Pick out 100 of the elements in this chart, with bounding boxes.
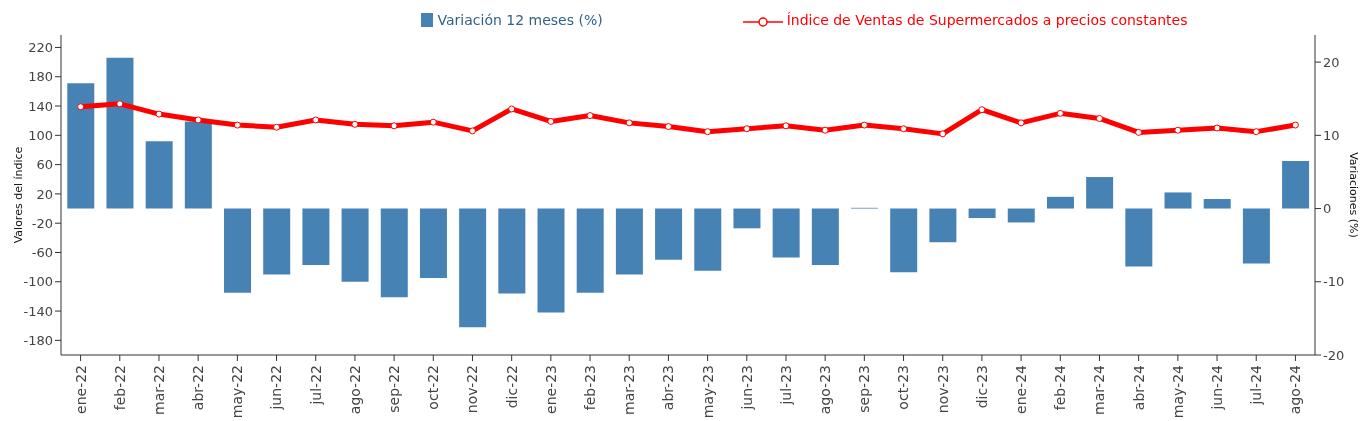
x-tick-label: dic-22 [503, 365, 520, 409]
legend-label: Variación 12 meses (%) [436, 12, 603, 28]
x-tick-label: oct-22 [425, 365, 442, 410]
y-tick-label: -60 [31, 245, 53, 261]
bar [106, 57, 134, 209]
x-tick-label: ago-23 [817, 365, 834, 415]
bar [576, 208, 604, 293]
x-tick-label: nov-22 [464, 365, 481, 414]
y-tick-label: 20 [36, 186, 53, 202]
x-tick-label: mar-22 [150, 365, 167, 415]
y-tick-label: 220 [28, 40, 53, 56]
point [351, 120, 359, 128]
x-tick-label: mar-23 [621, 365, 638, 415]
y-tick-label: 100 [28, 127, 53, 143]
x-tick-label: may-23 [699, 365, 716, 419]
x-tick-label: dic-23 [973, 365, 990, 409]
point [155, 110, 163, 118]
bar [929, 208, 957, 243]
x-tick-label: oct-23 [895, 365, 912, 410]
y2-tick-label: -10 [1323, 274, 1345, 290]
x-tick-label: sep-23 [856, 365, 873, 413]
point [390, 122, 398, 130]
y-tick-label: 140 [28, 98, 53, 114]
x-tick-label: ago-24 [1287, 364, 1304, 415]
x-tick-label: ene-23 [542, 365, 559, 414]
bar [811, 208, 839, 265]
bar [1242, 208, 1270, 264]
point [1095, 114, 1103, 122]
point [1291, 121, 1299, 129]
bar [341, 208, 369, 282]
point [978, 106, 986, 114]
x-tick-label: ene-22 [72, 365, 89, 414]
x-tick-label: jul-23 [777, 365, 794, 406]
x-tick-label: mar-24 [1091, 364, 1108, 415]
x-tick-label: feb-23 [581, 365, 598, 411]
point [900, 125, 908, 133]
x-tick-label: abr-23 [660, 365, 677, 411]
bar [890, 208, 918, 273]
x-tick-label: ene-24 [1013, 364, 1030, 414]
bar [733, 208, 761, 229]
bar [1086, 177, 1114, 209]
point [586, 112, 594, 120]
x-tick-label: abr-24 [1130, 364, 1147, 411]
bar [655, 208, 683, 260]
y-tick-label: 60 [36, 157, 53, 173]
y-tick-label: -180 [23, 332, 53, 348]
point [704, 128, 712, 136]
point [312, 116, 320, 124]
y2-tick-label: 20 [1323, 54, 1340, 70]
point [625, 119, 633, 127]
x-tick-label: jun-24 [1208, 364, 1225, 411]
bar [263, 208, 291, 275]
y-tick-label: -20 [31, 215, 53, 231]
x-tick-label: jul-22 [307, 365, 324, 406]
bar [694, 208, 722, 271]
bar [1164, 192, 1192, 209]
point [508, 105, 516, 113]
point [782, 122, 790, 130]
x-tick-label: abr-22 [190, 365, 207, 411]
bar [380, 208, 408, 298]
point [743, 125, 751, 133]
point [1174, 126, 1182, 134]
y2-tick-label: -20 [1323, 347, 1345, 363]
bar [537, 208, 565, 313]
bar [615, 208, 643, 275]
x-tick-label: jun-23 [738, 365, 755, 411]
bar [67, 83, 95, 209]
point [1135, 128, 1143, 136]
bar [145, 141, 173, 209]
y-tick-label: -100 [23, 274, 53, 290]
bar [224, 208, 252, 293]
bar [184, 121, 212, 209]
x-tick-label: may-24 [1169, 364, 1186, 419]
point [1252, 128, 1260, 136]
point [194, 116, 202, 124]
point [233, 121, 241, 129]
x-tick-label: feb-24 [1052, 364, 1069, 411]
x-tick-label: feb-22 [111, 365, 128, 411]
point [664, 123, 672, 131]
point [273, 123, 281, 131]
bar [1203, 199, 1231, 209]
y2-tick-label: 10 [1323, 127, 1340, 143]
bar [968, 208, 996, 219]
point [939, 130, 947, 138]
x-tick-label: may-22 [229, 365, 246, 419]
bar [459, 208, 487, 328]
x-tick-label: ago-22 [346, 365, 363, 415]
point [1017, 119, 1025, 127]
point [821, 126, 829, 134]
y-axis-title: Valores del índice [11, 146, 25, 244]
y2-tick-label: 0 [1323, 201, 1332, 217]
point [547, 117, 555, 125]
y-tick-label: -140 [23, 303, 53, 319]
x-tick-label: jun-22 [268, 365, 285, 411]
y2-axis-title: Variaciones (%) [1347, 152, 1361, 238]
legend-label: Índice de Ventas de Supermercados a precios constantes [785, 12, 1188, 28]
point [860, 121, 868, 129]
bar [419, 208, 447, 279]
point [116, 100, 124, 108]
point [77, 103, 85, 111]
